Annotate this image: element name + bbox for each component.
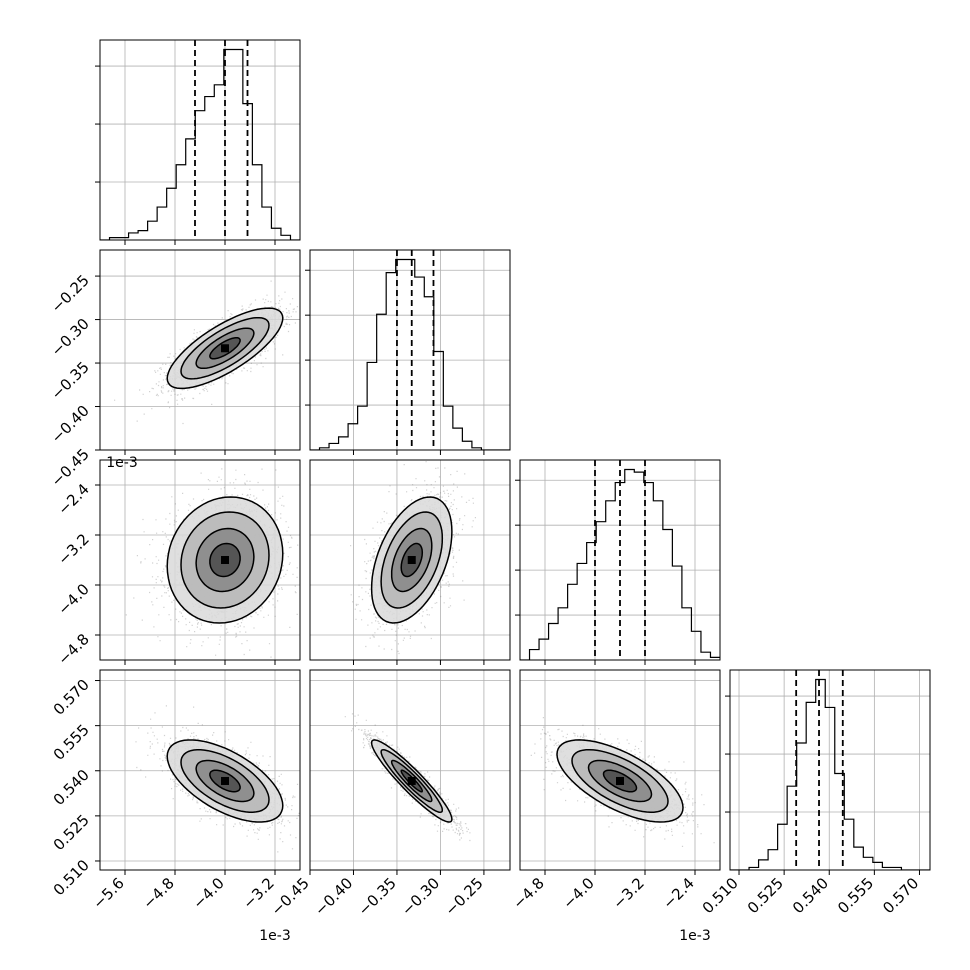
contour-line-0 [166, 739, 284, 823]
contour-line-2 [390, 759, 433, 803]
x-tick-label: −5.6 [89, 874, 127, 912]
panel-frame [309, 669, 511, 871]
contour-line-3 [209, 336, 241, 360]
contour-line-3 [209, 769, 241, 793]
x-tick-label: 0.570 [879, 874, 922, 917]
x-tick-label: −2.4 [659, 874, 697, 912]
y-tick-label: −3.2 [54, 530, 92, 568]
contour-line-0 [370, 739, 453, 823]
x-tick-label: −0.25 [442, 874, 487, 919]
y-tick-label: −4.0 [54, 580, 92, 618]
panel-frame [99, 39, 301, 241]
contour-line-3 [209, 542, 241, 578]
x-tick-label: 0.525 [744, 874, 787, 917]
density-peak [407, 556, 416, 564]
panel-frame [519, 459, 721, 661]
x-tick-label: −0.40 [311, 874, 356, 919]
y-tick-label: 0.525 [50, 811, 93, 854]
panel-frame [99, 249, 301, 451]
x-tick-label: −4.0 [559, 874, 597, 912]
y-offset-label: 1e-3 [106, 455, 137, 471]
y-tick-label: −0.25 [48, 271, 93, 316]
contour-line-3 [400, 769, 424, 793]
panel-frame [309, 459, 511, 661]
y-tick-label: −0.35 [48, 358, 93, 403]
contour-line-3 [602, 769, 638, 793]
contour-line-1 [180, 316, 270, 380]
histogram-panel-1 [305, 249, 511, 451]
histogram-step-line [730, 678, 930, 870]
x-offset-label: 1e-3 [679, 928, 710, 944]
contour-line-1 [380, 748, 444, 814]
contour-line-2 [390, 527, 433, 593]
contour-line-2 [587, 759, 653, 803]
panel-frame [729, 669, 931, 871]
scatter-panel-2-3 [520, 670, 720, 870]
y-tick-label: 0.570 [50, 676, 93, 719]
contour-line-1 [380, 511, 444, 609]
contour-line-0 [166, 496, 284, 624]
x-tick-label: 0.540 [789, 874, 832, 917]
y-tick-label: −4.8 [54, 630, 92, 668]
x-tick-label: −0.35 [355, 874, 400, 919]
panel-frame [99, 459, 301, 661]
x-tick-label: −0.30 [398, 874, 443, 919]
y-tick-label: 0.510 [50, 856, 93, 899]
density-peak [221, 556, 229, 564]
contour-line-0 [166, 307, 284, 390]
panel-frame [309, 249, 511, 451]
panel-frame [519, 669, 721, 871]
y-tick-label: 0.555 [50, 721, 93, 764]
x-tick-label: 0.510 [699, 874, 742, 917]
histogram-panel-3 [725, 669, 931, 871]
scatter-panel-0-3 [100, 670, 300, 870]
x-tick-label: −3.2 [609, 874, 647, 912]
density-peak [221, 776, 229, 785]
x-tick-label: −4.8 [509, 874, 547, 912]
contour-line-2 [195, 759, 255, 803]
histogram-step-line [100, 48, 300, 240]
contour-line-3 [400, 542, 424, 578]
contour-line-0 [370, 496, 453, 624]
contour-line-2 [195, 327, 255, 370]
scatter-panel-0-2 [100, 460, 300, 660]
x-tick-label: −4.8 [139, 874, 177, 912]
panel-frame [99, 669, 301, 871]
contour-line-0 [556, 739, 684, 823]
histogram-panel-0 [95, 39, 301, 241]
density-peak [221, 344, 229, 353]
histogram-step-line [310, 258, 510, 450]
contour-line-2 [195, 527, 255, 593]
x-tick-label: −0.45 [268, 874, 313, 919]
contour-line-1 [180, 748, 270, 813]
contour-line-1 [180, 511, 270, 609]
y-tick-label: −0.45 [48, 445, 93, 490]
y-tick-label: 0.540 [50, 766, 93, 809]
scatter-panel-1-3 [310, 670, 510, 870]
x-tick-label: −4.0 [189, 874, 227, 912]
y-tick-label: −0.30 [48, 315, 93, 360]
density-peak [407, 776, 416, 785]
scatter-panel-1-2 [310, 460, 510, 660]
histogram-panel-2 [515, 459, 721, 661]
y-tick-label: −0.40 [48, 402, 93, 447]
scatter-panel-0-1 [100, 250, 300, 450]
x-offset-label: 1e-3 [259, 928, 290, 944]
contour-line-1 [571, 748, 669, 813]
x-tick-label: 0.555 [834, 874, 877, 917]
density-peak [616, 776, 624, 785]
